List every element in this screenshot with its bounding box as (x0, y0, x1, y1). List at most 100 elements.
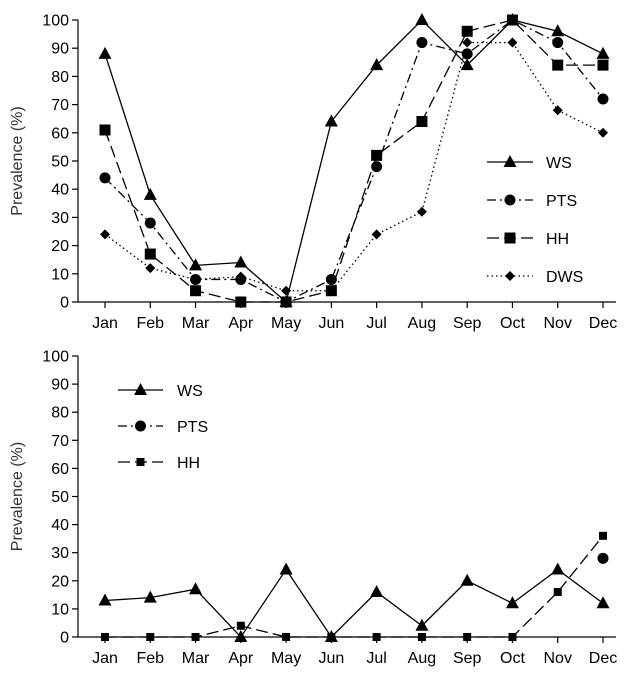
series-hh (99, 14, 609, 308)
x-tick-label: May (271, 650, 301, 667)
x-tick-label: Mar (182, 315, 210, 332)
legend-item-pts: PTS (118, 419, 208, 436)
legend-label: PTS (546, 193, 577, 210)
x-tick-label: Sep (453, 650, 482, 667)
y-axis-label: Prevalence (%) (9, 106, 26, 215)
data-point-ws (551, 24, 565, 37)
legend-marker (504, 194, 516, 206)
series-dws (100, 37, 608, 296)
chart-panel-1: 0 10 20 30 40 50 60 70 80 90 100 Jan Feb Mar Apr May Jun… (9, 13, 617, 333)
legend-item-dws: DWS (487, 269, 583, 286)
y-tick-label: 90 (51, 377, 69, 394)
y-tick-label: 40 (51, 517, 69, 534)
y-tick-label: 50 (51, 489, 69, 506)
x-tick-label: Feb (136, 650, 164, 667)
data-point-hh (552, 59, 564, 71)
y-tick-label: 50 (51, 154, 69, 171)
data-point-ws (415, 618, 429, 631)
data-point-hh (599, 531, 607, 540)
legend-label: PTS (177, 419, 208, 436)
data-point-ws (551, 562, 565, 575)
series-ws (98, 562, 610, 642)
data-point-ws (324, 114, 338, 127)
y-tick-label: 10 (51, 266, 69, 283)
data-point-ws (370, 58, 384, 71)
series-line-ws (104, 568, 604, 639)
data-point-dws (100, 229, 110, 240)
y-tick-label: 0 (60, 630, 69, 647)
series-line-dws (104, 41, 604, 292)
data-point-ws (234, 255, 248, 268)
x-tick-label: Jul (366, 315, 386, 332)
legend: WS PTS HH (118, 383, 208, 472)
data-point-dws (507, 37, 518, 48)
x-tick-label: Mar (182, 650, 210, 667)
y-tick-label: 100 (42, 349, 69, 366)
data-point-dws (416, 206, 427, 217)
x-tick-label: May (271, 315, 301, 332)
y-tick-label: 10 (51, 601, 69, 618)
data-point-pts (597, 552, 609, 564)
x-tick-label: Oct (500, 650, 525, 667)
x-tick-label: Jun (318, 315, 344, 332)
legend-marker (136, 458, 145, 466)
data-point-hh (99, 124, 111, 136)
data-point-ws (460, 573, 474, 586)
x-tick-label: Apr (228, 650, 254, 667)
series-line-hh (104, 19, 603, 303)
y-tick-label: 60 (51, 461, 69, 478)
y-tick-label: 70 (51, 433, 69, 450)
data-point-hh (327, 633, 336, 641)
data-point-hh (506, 14, 518, 26)
data-point-pts (461, 48, 473, 60)
data-point-hh (371, 149, 383, 161)
data-point-ws (596, 596, 610, 609)
x-tick-label: Dec (589, 315, 617, 332)
y-tick-label: 0 (60, 295, 69, 312)
data-point-pts (552, 37, 564, 49)
legend-item-ws: WS (118, 383, 203, 400)
series-hh (101, 531, 607, 641)
legend-label: DWS (546, 269, 583, 286)
x-tick-label: Jul (366, 650, 386, 667)
data-point-dws (190, 274, 201, 285)
data-point-hh (191, 633, 200, 641)
data-point-hh (463, 633, 472, 641)
legend-label: HH (546, 231, 569, 248)
data-point-dws (552, 105, 563, 116)
x-tick-label: Jan (92, 650, 118, 667)
data-point-dws (326, 285, 337, 296)
legend-item-pts: PTS (487, 193, 577, 210)
legend-item-hh: HH (118, 455, 200, 472)
series-line-pts (104, 19, 604, 303)
legend-marker (504, 232, 516, 244)
x-tick-label: Nov (544, 315, 572, 332)
legend: WS PTS HH DWS (487, 155, 583, 286)
y-tick-label: 30 (51, 545, 69, 562)
data-point-ws (143, 590, 157, 603)
data-point-ws (234, 630, 248, 642)
y-tick-label: 80 (51, 405, 69, 422)
x-tick-label: Jun (318, 650, 344, 667)
data-point-hh (146, 633, 155, 641)
data-point-hh (416, 116, 428, 128)
legend-marker (505, 271, 515, 281)
y-tick-label: 80 (51, 69, 69, 86)
data-point-hh (372, 633, 381, 641)
data-point-dws (462, 37, 473, 48)
data-point-dws (371, 229, 382, 240)
data-point-ws (460, 58, 474, 71)
data-point-ws (505, 596, 519, 609)
data-point-dws (598, 127, 608, 138)
y-tick-label: 40 (51, 182, 69, 199)
y-tick-label: 60 (51, 125, 69, 142)
data-point-ws (143, 187, 157, 200)
legend-label: WS (546, 155, 572, 172)
data-point-hh (553, 588, 562, 597)
data-point-hh (144, 248, 156, 260)
chart-panel-2: 0 10 20 30 40 50 60 70 80 90 100 Jan Feb Mar Apr May Jun… (9, 349, 617, 668)
y-tick-label: 20 (51, 573, 69, 590)
y-tick-label: 100 (42, 13, 69, 30)
data-point-hh (101, 633, 109, 641)
